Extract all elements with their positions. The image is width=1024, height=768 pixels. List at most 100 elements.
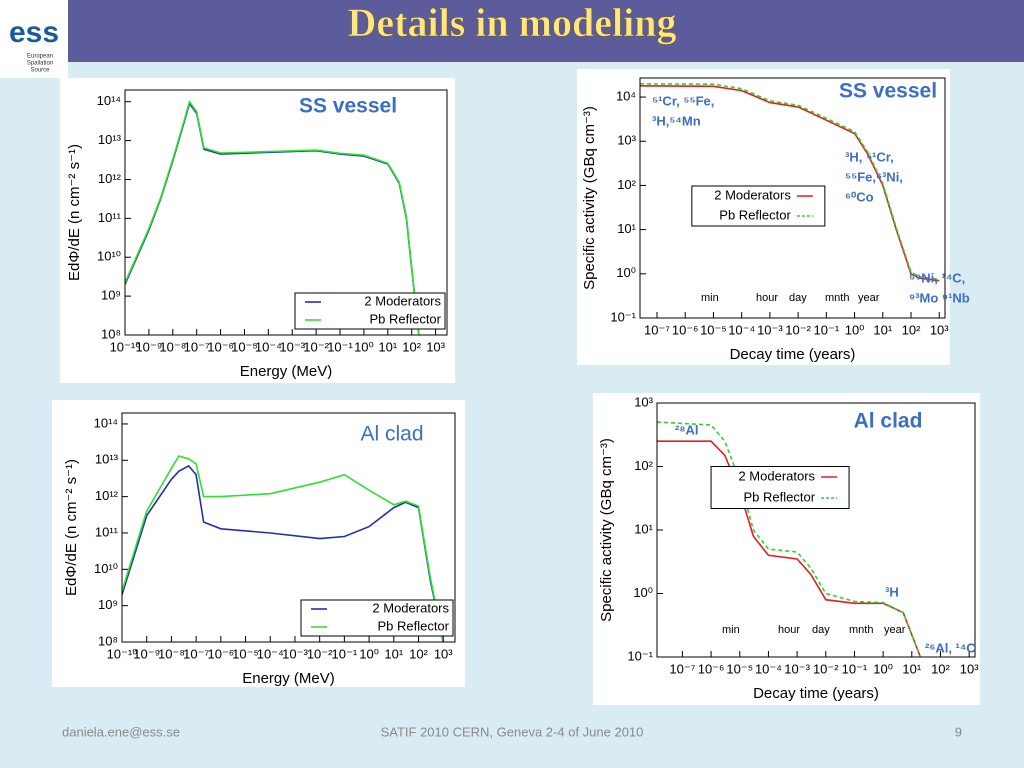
y-tick-label: 10⁸	[101, 326, 121, 341]
x-tick-label: 10⁻⁸	[158, 646, 185, 661]
x-tick-label: 10⁻⁹	[133, 646, 160, 661]
chart: 10⁻⁷ 10⁻⁶ 10⁻⁵ 10⁻⁴ 10⁻³ 10⁻² 10⁻¹ 10⁰ 10¹ 10² 10³…	[598, 394, 979, 702]
y-tick-label: 10¹³	[95, 452, 119, 467]
x-tick-label: 10⁻⁵	[232, 646, 259, 661]
x-tick-label: 10³	[930, 322, 949, 337]
x-tick-label: 10⁻⁶	[698, 661, 725, 676]
y-tick-label: 10³	[634, 394, 653, 409]
x-tick-label: 10⁻¹	[814, 322, 840, 337]
x-tick-label: 10⁻¹	[842, 661, 868, 676]
annotation: ⁵⁹Ni, ¹⁴C,	[909, 270, 965, 285]
x-tick-label: 10⁰	[359, 646, 379, 661]
annotation: ³H,⁵⁴Mn	[652, 113, 701, 128]
y-tick-label: 10⁹	[101, 288, 121, 303]
x-tick-label: 10⁻³	[757, 322, 783, 337]
annotation: mnth	[825, 292, 849, 304]
x-tick-label: 10⁻³	[279, 339, 305, 354]
x-tick-label: 10²	[902, 322, 921, 337]
annotation: hour	[756, 292, 778, 304]
x-tick-label: 10²	[409, 646, 428, 661]
x-tick-label: 10²	[931, 661, 950, 676]
plot-frame	[639, 77, 946, 319]
legend	[710, 466, 850, 509]
legend-label: Pb Reflector	[719, 207, 791, 222]
logo: ess	[9, 16, 59, 49]
legend-label: Pb Reflector	[369, 311, 441, 326]
data-line	[122, 455, 444, 642]
y-tick-label: 10⁻¹	[627, 648, 653, 663]
x-tick-label: 10⁻¹⁰	[107, 646, 138, 661]
chart: 10⁻¹⁰10⁻⁹10⁻⁸10⁻⁷10⁻⁶10⁻⁵10⁻⁴10⁻³10⁻²10⁻…	[66, 89, 448, 380]
y-tick-label: 10⁸	[98, 633, 118, 648]
legend-label: 2 Moderators	[364, 293, 441, 308]
x-tick-label: 10⁻⁵	[231, 339, 258, 354]
y-tick-label: 10⁹	[98, 597, 118, 612]
y-axis-label: EdΦ/dE (n cm⁻² s⁻¹)	[66, 144, 83, 281]
x-tick-label: 10⁻⁷	[644, 322, 670, 337]
y-tick-label: 10³	[617, 133, 636, 148]
chart-title: SS vessel	[299, 95, 397, 118]
x-tick-label: 10⁻⁷	[184, 339, 210, 354]
page-number: 9	[955, 724, 962, 739]
y-tick-label: 10¹⁴	[97, 93, 121, 108]
annotation: min	[701, 292, 719, 304]
x-tick-label: 10⁻⁶	[207, 339, 234, 354]
annotation: ⁹³Mo ⁹¹Nb	[909, 290, 970, 305]
x-tick-label: 10⁻³	[784, 661, 810, 676]
logo-sub: Source	[30, 68, 50, 74]
y-tick-label: 10⁴	[616, 88, 636, 103]
x-tick-label: 10⁻⁴	[755, 661, 782, 676]
y-tick-label: 10⁻¹	[610, 309, 636, 324]
x-tick-label: 10⁻³	[282, 646, 308, 661]
x-tick-label: 10⁻⁴	[728, 322, 755, 337]
y-axis-label: Specific activity (GBq cm⁻³)	[581, 106, 598, 290]
annotation: year	[858, 292, 880, 304]
x-axis-label: Decay time (years)	[730, 346, 856, 363]
y-tick-label: 10¹⁴	[94, 415, 118, 430]
plot-frame	[124, 89, 448, 336]
legend-label: 2 Moderators	[372, 600, 449, 615]
y-tick-label: 10¹⁰	[97, 249, 121, 264]
legend-label: 2 Moderators	[714, 187, 791, 202]
chart: 10⁻⁷ 10⁻⁶ 10⁻⁵ 10⁻⁴ 10⁻³ 10⁻² 10⁻¹ 10⁰ 10¹ 10² 10³…	[581, 77, 970, 363]
legend-label: Pb Reflector	[744, 489, 816, 504]
x-tick-label: 10⁰	[873, 661, 893, 676]
x-tick-label: 10³	[426, 339, 445, 354]
y-tick-label: 10⁰	[633, 585, 653, 600]
x-tick-label: 10⁻²	[785, 322, 811, 337]
x-tick-label: 10⁻⁴	[257, 646, 284, 661]
header-bar	[68, 0, 1024, 62]
x-tick-label: 10²	[402, 339, 421, 354]
chart-title: SS vessel	[839, 80, 937, 103]
chart-panel	[52, 400, 465, 687]
x-tick-label: 10¹	[902, 661, 921, 676]
annotation: min	[722, 624, 740, 636]
annotation: mnth	[849, 624, 873, 636]
footer-event: SATIF 2010 CERN, Geneva 2-4 of June 2010	[381, 724, 644, 739]
legend-label: 2 Moderators	[738, 468, 815, 483]
chart-title: Al clad	[360, 423, 423, 446]
x-tick-label: 10⁰	[845, 322, 865, 337]
annotation: ²⁸Al	[675, 422, 698, 437]
legend-label: Pb Reflector	[377, 618, 449, 633]
y-tick-label: 10¹¹	[98, 210, 122, 225]
x-tick-label: 10⁻¹⁰	[110, 339, 141, 354]
legend	[294, 292, 446, 330]
x-tick-label: 10⁻²	[303, 339, 329, 354]
x-tick-label: 10⁰	[354, 339, 374, 354]
x-tick-label: 10³	[960, 661, 979, 676]
logo-sub: Spallation	[27, 61, 53, 67]
annotation: ²⁶Al, ¹⁴C	[925, 640, 976, 655]
y-tick-label: 10¹	[617, 221, 636, 236]
x-axis-label: Energy (MeV)	[242, 670, 335, 687]
annotation: ³H	[885, 584, 899, 599]
y-axis-label: EdΦ/dE (n cm⁻² s⁻¹)	[63, 459, 80, 596]
data-line	[122, 464, 444, 642]
annotation: ⁵⁵Fe,⁶³Ni,	[845, 169, 903, 184]
data-line	[640, 85, 940, 282]
x-tick-label: 10¹	[384, 646, 403, 661]
y-tick-label: 10⁰	[616, 265, 636, 280]
x-tick-label: 10⁻¹	[332, 646, 358, 661]
x-tick-label: 10⁻⁹	[135, 339, 162, 354]
